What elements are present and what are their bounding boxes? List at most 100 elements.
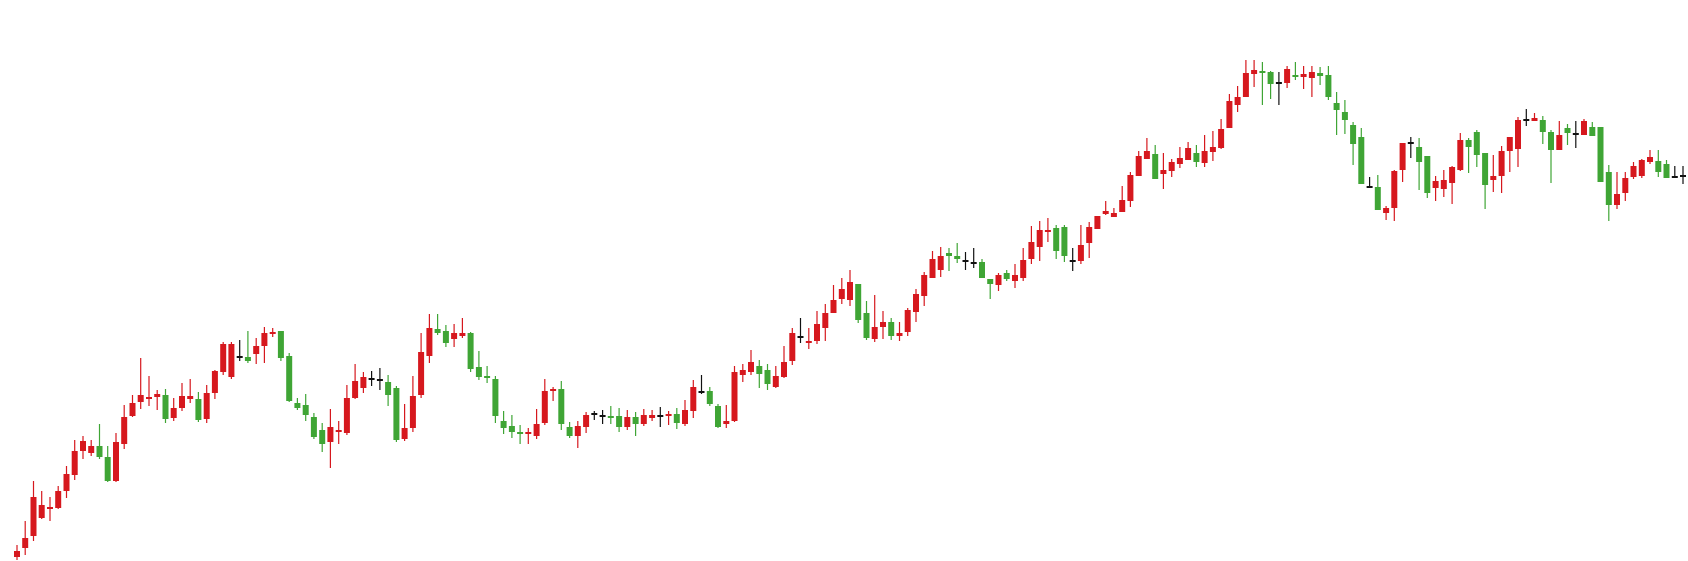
candle-body [1234,97,1241,105]
candle-body [1333,103,1340,110]
candle-body [220,344,227,372]
candle-body [327,427,334,442]
candle-body [500,421,507,428]
candle-body [187,396,194,399]
candle-body [1399,143,1406,170]
candle-body [71,451,78,475]
candle-body [162,395,169,419]
candle-body [607,416,614,418]
candle-body [22,538,29,548]
candle-body [352,381,359,398]
candle-body [649,415,656,418]
candle-body [1473,132,1480,155]
candle-body [566,427,573,436]
candle-body [1226,101,1233,128]
candle-body [1308,72,1315,78]
candle-body [1638,160,1645,176]
candle-body [880,322,886,327]
candle-body [814,324,820,341]
candle-body [137,395,144,402]
candle-body [1185,148,1192,160]
candle-body [805,341,812,343]
candle-body [88,446,95,453]
candle-body [393,388,400,440]
candle-body [96,446,103,457]
candle-body [871,327,878,339]
candle-body [888,322,895,336]
candle-body [492,379,499,416]
candle-body [335,430,342,432]
candle-body [1020,260,1027,278]
candle-body [970,262,977,264]
candle-body [1581,121,1587,135]
candle-body [1044,230,1051,232]
candle-body [368,378,375,380]
candle-body [583,415,590,427]
candle-body [1028,242,1035,259]
candle-body [1647,157,1653,162]
candle-body [1506,137,1513,151]
candle-body [1548,132,1554,150]
candle-body [261,333,268,346]
candle-body [1391,171,1398,208]
candle-body [467,333,474,369]
candle-body [1053,228,1060,251]
candle-body [113,442,119,481]
candle-body [995,275,1002,285]
candle-body [1341,112,1348,120]
candle-body [863,313,870,338]
candle-body [1539,120,1546,132]
candle-body [1515,120,1521,149]
candle-body [1416,147,1423,162]
candle-body [739,370,746,375]
candle-body [979,262,985,278]
candle-body [434,329,441,333]
candle-body [1440,180,1447,189]
candle-body [1201,151,1208,163]
candle-body [1317,73,1324,76]
candle-body [376,379,383,381]
candle-body [550,389,557,391]
candle-body [913,294,919,312]
candle-body [1655,161,1662,172]
candle-body [1572,133,1579,135]
candle-body [1284,69,1291,83]
candle-body [599,415,606,417]
candle-body [1061,227,1068,256]
candle-body [442,331,449,343]
candle-body [1086,227,1093,243]
candle-body [830,300,837,313]
candle-body [1209,147,1216,152]
candle-body [847,282,853,300]
candle-body [451,333,458,339]
candle-body [1350,125,1357,144]
candle-body [1267,72,1274,84]
candle-body [1168,162,1175,171]
candle-body [409,396,416,428]
candle-body [838,289,845,299]
candle-body [962,260,969,262]
candle-body [797,336,804,338]
candle-body [574,426,581,436]
candle-body [401,428,408,439]
candle-body [517,432,524,434]
candle-body [723,421,730,424]
candle-body [195,399,202,420]
candle-body [55,491,62,508]
candle-body [1407,142,1414,144]
candle-body [1069,260,1076,262]
candle-body [343,398,350,433]
candle-body [269,332,276,334]
candle-body [937,256,944,270]
candle-body [484,376,491,378]
candle-body [1259,71,1266,73]
candle-body [146,397,152,399]
candle-body [632,417,639,424]
candle-body [1383,208,1390,213]
candle-body [690,387,697,411]
candle-body [129,403,136,416]
candle-body [1490,176,1497,180]
candle-body [1242,73,1249,97]
candle-body [1523,119,1530,121]
